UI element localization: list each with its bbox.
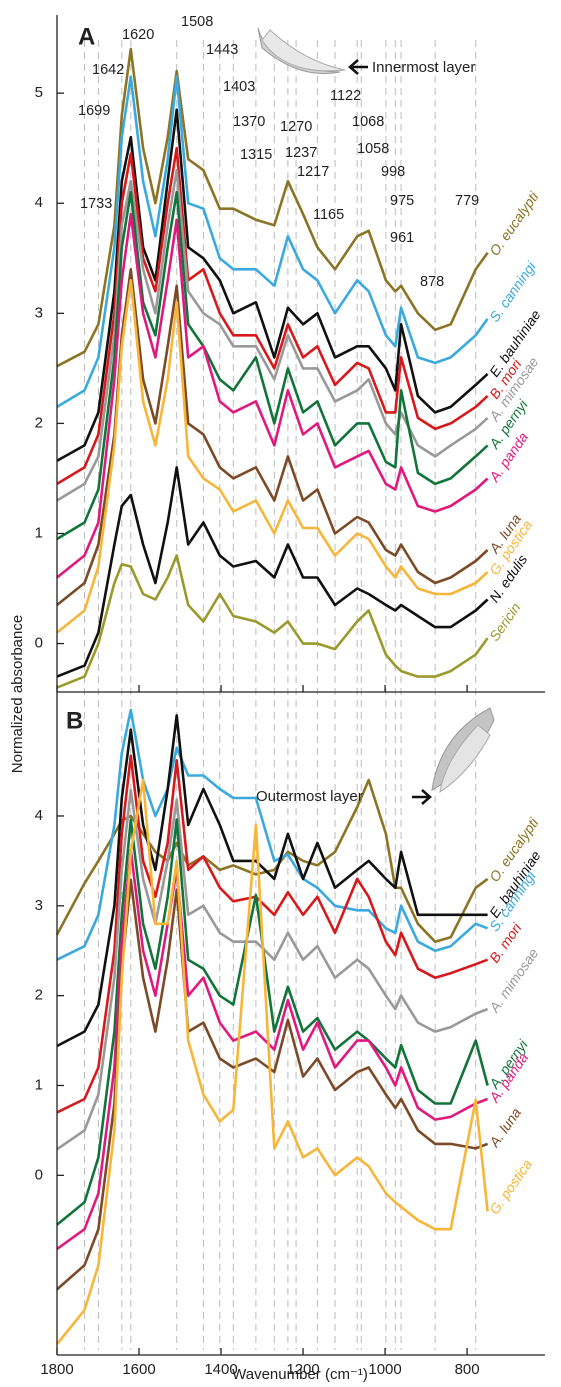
annotation: Outermost layer bbox=[256, 788, 363, 805]
x-tick-label: 1400 bbox=[204, 1361, 237, 1378]
x-tick-label: 1000 bbox=[368, 1361, 401, 1378]
peak-label: 1370 bbox=[233, 114, 265, 130]
y-axis-label: Normalized absorbance bbox=[9, 615, 26, 773]
peak-label: 1237 bbox=[285, 145, 317, 161]
peak-label: 975 bbox=[390, 193, 414, 209]
x-tick-label: 1600 bbox=[122, 1361, 155, 1378]
y-tick-label: 3 bbox=[35, 304, 43, 321]
peak-label: 1165 bbox=[313, 207, 344, 223]
peak-label: 1058 bbox=[357, 141, 389, 157]
spectrum bbox=[56, 75, 489, 409]
peak-label: 1443 bbox=[206, 42, 238, 58]
spectrum bbox=[56, 212, 489, 579]
shell-inner bbox=[257, 27, 368, 75]
spectrum bbox=[56, 708, 489, 961]
series-label: Sericin bbox=[486, 599, 524, 643]
peak-label: 1508 bbox=[181, 14, 213, 30]
peak-label: 1270 bbox=[280, 119, 312, 135]
peak-label: 1733 bbox=[80, 196, 112, 212]
y-tick-label: 5 bbox=[35, 84, 43, 101]
y-tick-label: 1 bbox=[35, 524, 43, 541]
spectrum bbox=[56, 754, 489, 1114]
peak-label: 998 bbox=[381, 164, 405, 180]
peak-label: 961 bbox=[390, 230, 414, 246]
y-tick-label: 4 bbox=[35, 807, 43, 824]
series-label: G. postica bbox=[486, 1156, 535, 1217]
peak-label: 1217 bbox=[297, 164, 329, 180]
y-tick-label: 4 bbox=[35, 194, 43, 211]
y-tick-label: 2 bbox=[35, 987, 43, 1004]
peak-label: 1068 bbox=[352, 114, 384, 130]
series-label: A. luna bbox=[485, 1105, 524, 1151]
y-tick-label: 0 bbox=[35, 635, 43, 652]
peak-label: 1642 bbox=[92, 62, 124, 78]
spectrum bbox=[56, 168, 489, 502]
peak-label: 1403 bbox=[223, 79, 255, 95]
y-tick-label: 2 bbox=[35, 414, 43, 431]
panel-letter: A bbox=[78, 23, 95, 50]
x-axis-label: Wavenumber (cm⁻¹) bbox=[232, 1366, 368, 1383]
x-tick-label: 1200 bbox=[286, 1361, 319, 1378]
spectrum bbox=[56, 108, 489, 462]
spectrum bbox=[56, 190, 489, 541]
panel-letter: B bbox=[66, 707, 83, 734]
peak-label: 779 bbox=[455, 193, 479, 209]
spectrum bbox=[56, 818, 489, 1226]
spectrum bbox=[55, 778, 489, 1346]
annotation: Innermost layer bbox=[372, 59, 475, 76]
series-label: O. eucalypti bbox=[486, 188, 542, 258]
shell-outer bbox=[412, 707, 495, 805]
peak-label: 878 bbox=[420, 274, 444, 290]
spectrum bbox=[56, 279, 489, 634]
peak-label: 1122 bbox=[330, 88, 361, 104]
peak-label: 1620 bbox=[122, 27, 154, 43]
y-tick-label: 0 bbox=[35, 1166, 43, 1183]
spectrum bbox=[56, 554, 489, 689]
peak-label: 1315 bbox=[240, 147, 272, 163]
spectrum bbox=[55, 778, 489, 943]
spectrum bbox=[56, 47, 489, 368]
spectrum bbox=[56, 268, 489, 607]
spectrum bbox=[56, 146, 489, 486]
y-tick-label: 1 bbox=[35, 1076, 43, 1093]
spectrum bbox=[56, 878, 489, 1291]
peak-label: 1699 bbox=[78, 103, 110, 119]
spectrum bbox=[56, 788, 489, 1151]
y-tick-label: 3 bbox=[35, 897, 43, 914]
spectrum bbox=[56, 714, 488, 1048]
x-tick-label: 800 bbox=[455, 1361, 480, 1378]
x-tick-label: 1800 bbox=[40, 1361, 73, 1378]
spectrum bbox=[56, 466, 489, 678]
